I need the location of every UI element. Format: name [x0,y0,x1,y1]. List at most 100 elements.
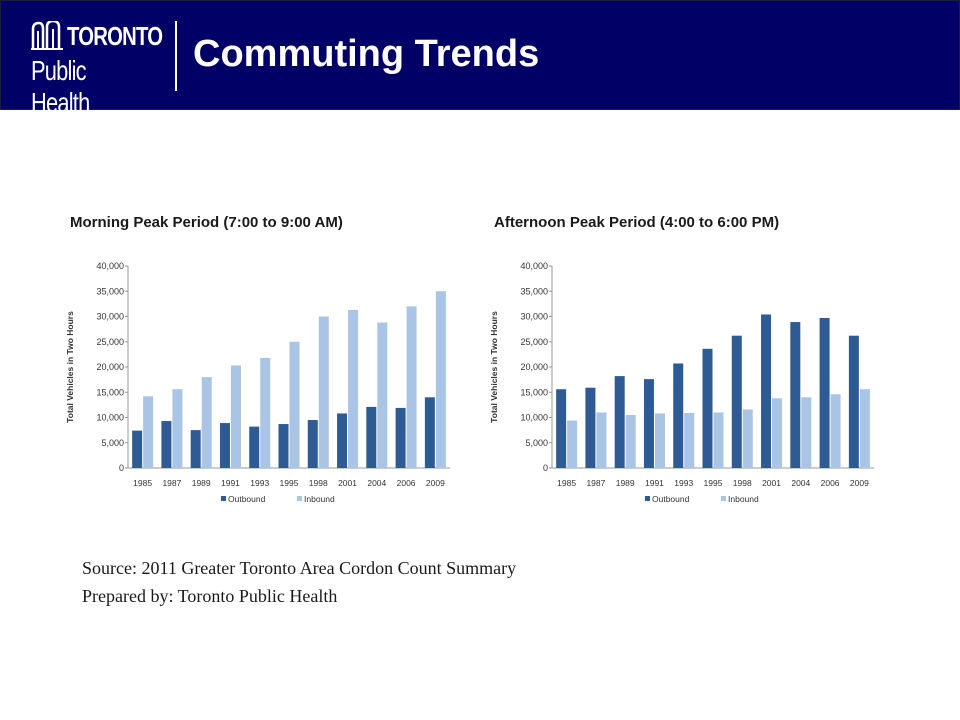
bar-outbound-2006 [819,318,830,468]
bar-inbound-1991 [654,413,665,468]
y-tick-label: 35,000 [520,286,548,296]
x-tick-label: 1985 [133,478,152,488]
bar-outbound-1985 [556,389,567,468]
bar-inbound-1989 [201,377,212,468]
chart-title: Morning Peak Period (7:00 to 9:00 AM) [70,214,343,231]
x-tick-label: 1995 [280,478,299,488]
bar-inbound-2006 [830,394,841,468]
legend-label: Outbound [228,494,266,504]
page-title: Commuting Trends [193,33,540,75]
bar-inbound-2009 [859,389,870,468]
bar-inbound-2001 [772,398,783,468]
bar-inbound-1995 [713,412,724,468]
bar-outbound-1989 [614,376,625,468]
bar-outbound-1991 [643,379,654,468]
legend-label: Outbound [652,494,690,504]
x-tick-label: 1993 [250,478,269,488]
x-tick-label: 2001 [762,478,781,488]
bar-outbound-1993 [249,426,260,468]
bar-outbound-2009 [424,397,435,468]
bar-outbound-2001 [761,314,772,468]
x-tick-label: 2009 [426,478,445,488]
bar-inbound-1987 [596,412,607,468]
y-tick-label: 40,000 [520,261,548,271]
x-tick-label: 1991 [221,478,240,488]
afternoon-peak-chart: Afternoon Peak Period (4:00 to 6:00 PM) … [486,204,906,524]
morning-chart-plot: 0 5,000 10,000 15,000 20,000 25,000 30,000 35,0… [65,261,450,504]
x-tick-label: 1995 [704,478,723,488]
x-tick-label: 1987 [162,478,181,488]
y-tick-label: 40,000 [96,261,124,271]
bar-outbound-2004 [366,406,377,468]
y-tick-label: 10,000 [96,413,124,423]
bar-inbound-2006 [406,306,417,468]
bar-inbound-1993 [260,357,271,468]
y-tick-label: 25,000 [96,337,124,347]
x-tick-label: 1991 [645,478,664,488]
x-tick-label: 1998 [733,478,752,488]
x-tick-label: 2006 [397,478,416,488]
x-tick-label: 1989 [616,478,635,488]
y-tick-label: 20,000 [520,362,548,372]
morning-peak-chart: Morning Peak Period (7:00 to 9:00 AM) 0 5… [62,204,482,524]
bar-outbound-1998 [731,335,742,468]
legend-swatch [221,496,226,501]
y-tick-label: 5,000 [525,438,548,448]
y-axis-label: Total Vehicles in Two Hours [65,311,75,423]
x-tick-label: 2001 [338,478,357,488]
x-tick-label: 2004 [791,478,810,488]
bar-outbound-2004 [790,322,801,468]
chart-title: Afternoon Peak Period (4:00 to 6:00 PM) [494,214,780,231]
bar-inbound-2004 [801,397,812,468]
bar-inbound-1998 [318,316,329,468]
header-divider [175,21,177,91]
bar-inbound-1985 [143,396,154,468]
bar-inbound-2004 [377,322,388,468]
y-tick-label: 15,000 [96,387,124,397]
bar-inbound-1985 [567,420,578,468]
bar-inbound-1993 [684,412,695,468]
x-tick-label: 2009 [850,478,869,488]
x-tick-label: 1998 [309,478,328,488]
legend-label: Inbound [728,494,759,504]
bar-outbound-2006 [395,407,406,468]
toronto-public-health-logo: TORONTO Public Health [29,17,163,118]
bar-inbound-1995 [289,341,300,468]
bar-inbound-2009 [435,291,446,468]
bar-outbound-1991 [219,423,230,468]
bar-inbound-1998 [742,409,753,468]
y-tick-label: 25,000 [520,337,548,347]
header-bar: TORONTO Public Health Commuting Trends [0,0,960,118]
prepared-by-note: Prepared by: Toronto Public Health [82,586,338,606]
legend-swatch [721,496,726,501]
bar-outbound-2009 [848,335,859,468]
y-tick-label: 30,000 [520,312,548,322]
afternoon-chart-plot: 0 5,000 10,000 15,000 20,000 25,000 30,000 35,0… [489,261,874,504]
y-tick-label: 0 [543,463,548,473]
logo-public-health-text: Public Health [31,55,90,118]
x-tick-label: 1993 [674,478,693,488]
bar-outbound-1995 [702,348,713,468]
bar-outbound-1998 [307,420,318,468]
x-tick-label: 2004 [367,478,386,488]
footer-notes: Source: 2011 Greater Toronto Area Cordon… [82,554,516,610]
legend-swatch [297,496,302,501]
logo-toronto-text: TORONTO [67,21,163,51]
x-tick-label: 1987 [586,478,605,488]
bar-inbound-2001 [348,309,359,468]
source-note: Source: 2011 Greater Toronto Area Cordon… [82,558,517,578]
bar-outbound-1987 [161,421,172,468]
bar-outbound-1987 [585,387,596,468]
bar-inbound-1987 [172,389,183,468]
bar-outbound-1995 [278,424,289,468]
y-tick-label: 15,000 [520,387,548,397]
bar-outbound-1985 [132,430,143,468]
x-tick-label: 1989 [192,478,211,488]
x-tick-label: 2006 [821,478,840,488]
bar-outbound-2001 [337,413,348,468]
legend-swatch [645,496,650,501]
y-tick-label: 5,000 [101,438,124,448]
y-tick-label: 35,000 [96,286,124,296]
bar-inbound-1991 [230,365,241,468]
y-tick-label: 10,000 [520,413,548,423]
